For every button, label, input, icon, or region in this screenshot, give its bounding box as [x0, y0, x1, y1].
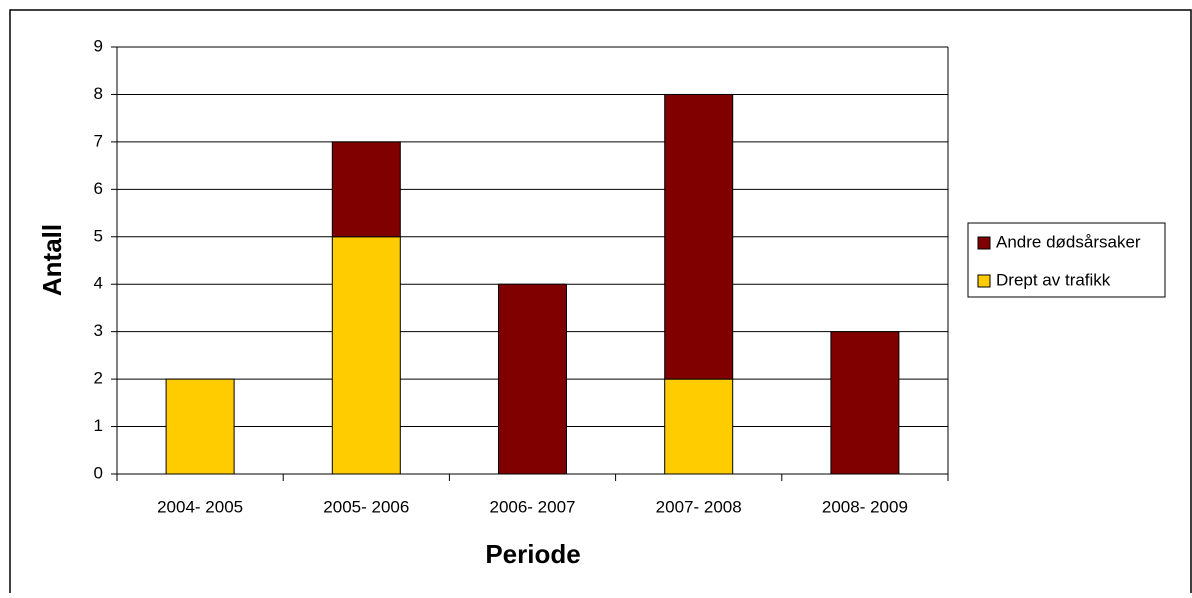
- y-tick-label: 2: [94, 369, 103, 388]
- y-axis-title: Antall: [37, 224, 67, 296]
- legend-label: Andre dødsårsaker: [996, 232, 1141, 251]
- y-tick-label: 7: [94, 131, 103, 150]
- y-tick-label: 0: [94, 463, 103, 482]
- legend-box: [967, 222, 1166, 298]
- legend-swatch: [977, 236, 991, 250]
- bar-segment: [498, 283, 567, 475]
- legend-swatch: [977, 274, 991, 288]
- x-tick-label: 2008- 2009: [822, 497, 908, 516]
- x-tick-label: 2004- 2005: [157, 497, 243, 516]
- y-tick-label: 8: [94, 84, 103, 103]
- bar-segment: [331, 141, 401, 238]
- y-tick-label: 9: [94, 36, 103, 55]
- bar-segment: [664, 378, 734, 475]
- legend-label: Drept av trafikk: [996, 270, 1111, 289]
- y-tick-label: 6: [94, 179, 103, 198]
- x-tick-label: 2005- 2006: [323, 497, 409, 516]
- y-tick-label: 1: [94, 416, 103, 435]
- bar-segment: [331, 236, 401, 475]
- y-tick-label: 5: [94, 226, 103, 245]
- x-tick-label: 2007- 2008: [656, 497, 742, 516]
- x-axis-title: Periode: [485, 539, 580, 569]
- chart-border: [9, 9, 1192, 598]
- y-tick-label: 4: [94, 274, 103, 293]
- x-tick-label: 2006- 2007: [489, 497, 575, 516]
- bar-segment: [830, 331, 900, 475]
- y-tick-label: 3: [94, 321, 103, 340]
- bar-segment: [165, 378, 235, 475]
- bar-segment: [664, 93, 734, 380]
